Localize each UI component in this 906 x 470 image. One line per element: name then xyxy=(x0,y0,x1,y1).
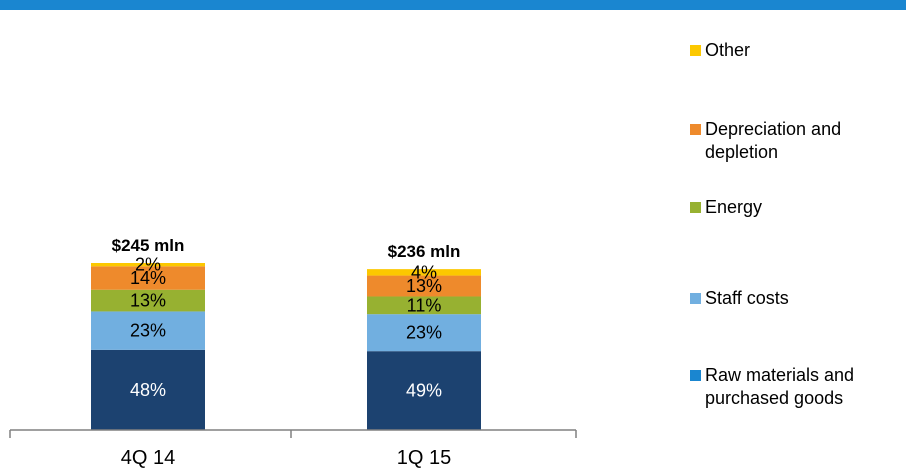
bar-segment-1-3 xyxy=(91,289,205,312)
data-label: 23% xyxy=(406,323,442,343)
legend-swatch xyxy=(690,45,701,56)
bar-segment-2-5 xyxy=(367,269,481,276)
bar-segment-2-3 xyxy=(367,296,481,315)
x-axis: 4Q 14 1Q 15 xyxy=(9,429,577,469)
legend-swatch xyxy=(690,370,701,381)
bars-layer: 48%23%13%14%2%$245 mln49%23%11%13%4%$236… xyxy=(91,236,481,430)
bar-segment-1-2 xyxy=(91,311,205,350)
data-label: 14% xyxy=(130,268,166,288)
legend-label: Raw materials and xyxy=(705,365,854,385)
bar-segment-1-4 xyxy=(91,266,205,290)
legend-label: purchased goods xyxy=(705,388,843,408)
data-label: 11% xyxy=(407,295,442,315)
data-label: 13% xyxy=(130,291,166,311)
bar-segment-2-1 xyxy=(367,351,481,430)
data-label: 23% xyxy=(130,321,166,341)
legend-label: depletion xyxy=(705,142,778,162)
legend-label: Energy xyxy=(705,197,762,217)
legend-label: Staff costs xyxy=(705,288,789,308)
legend-label: Depreciation and xyxy=(705,119,841,139)
bar-segment-2-2 xyxy=(367,314,481,352)
legend: Other Depreciation and depletion Energy Staf… xyxy=(690,40,854,408)
data-label: 4% xyxy=(411,262,437,282)
bar-segment-1-5 xyxy=(91,263,205,267)
x-tick-label: 1Q 15 xyxy=(397,447,451,469)
bar-segment-2-4 xyxy=(367,275,481,297)
data-label: 48% xyxy=(130,380,166,400)
bar-total-label: $236 mln xyxy=(388,242,461,261)
data-label: 49% xyxy=(406,381,442,401)
data-label: 13% xyxy=(406,276,442,296)
legend-swatch xyxy=(690,124,701,135)
data-label: 2% xyxy=(135,255,161,275)
header-bar xyxy=(0,0,906,10)
legend-label: Other xyxy=(705,40,750,60)
legend-swatch xyxy=(690,293,701,304)
bar-total-label: $245 mln xyxy=(112,236,185,255)
legend-swatch xyxy=(690,202,701,213)
x-tick-label: 4Q 14 xyxy=(121,447,175,469)
bar-segment-1-1 xyxy=(91,349,205,430)
